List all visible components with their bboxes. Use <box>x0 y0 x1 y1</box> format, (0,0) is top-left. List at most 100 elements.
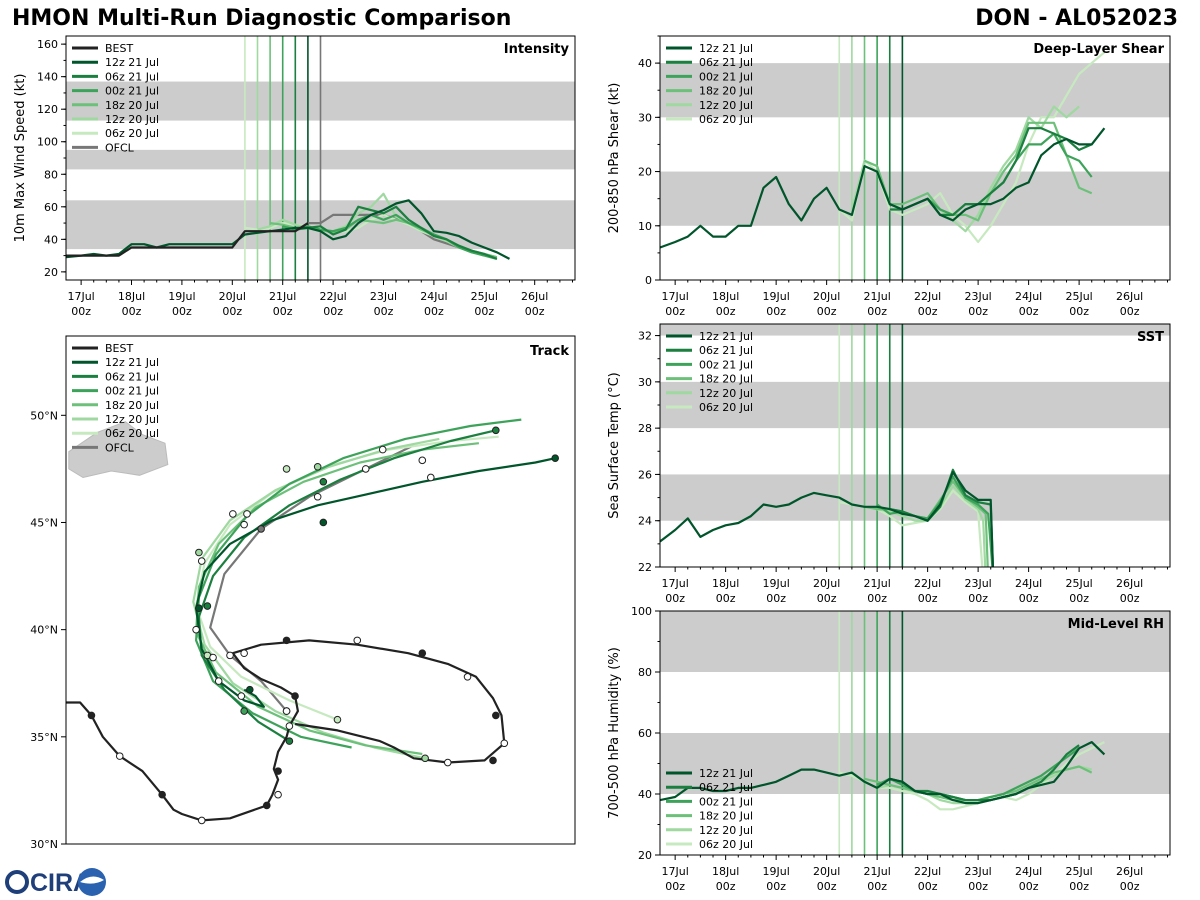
track-marker <box>418 456 427 465</box>
x-tick-label: 00z <box>817 880 837 893</box>
threshold-band <box>660 733 1170 794</box>
track-marker <box>240 649 248 658</box>
y-tick-label: 32 <box>638 330 652 343</box>
x-tick-label: 00z <box>273 305 293 318</box>
track-marker <box>240 707 248 715</box>
legend-label: 06z 20 Jul <box>105 427 159 440</box>
x-tick-label: 25Jul <box>1065 577 1092 590</box>
legend-label: 12z 20 Jul <box>105 413 159 426</box>
track-line <box>195 435 499 721</box>
track-marker <box>274 767 282 775</box>
lat-tick-label: 45°N <box>30 516 58 529</box>
track-marker <box>197 557 206 565</box>
x-tick-label: 00z <box>867 592 887 605</box>
track-group <box>66 418 560 825</box>
panel-title: Track <box>530 344 569 359</box>
legend-label: 00z 21 Jul <box>105 385 159 398</box>
panel-intensity: 20 40 60 80 100 120 140 160 17Jul 00z 18Jul 00z 19Ju… <box>13 35 576 318</box>
series-group <box>660 740 1106 811</box>
track-marker <box>492 426 500 435</box>
x-tick-label: 00z <box>374 305 394 318</box>
x-tick-label: 17Jul <box>662 577 689 590</box>
x-tick-label: 00z <box>1069 880 1089 893</box>
x-tick-label: 22Jul <box>914 865 941 878</box>
y-tick-label: 120 <box>37 103 58 116</box>
track-marker <box>361 465 370 473</box>
series-line <box>660 127 1106 249</box>
x-tick-label: 17Jul <box>67 290 94 303</box>
panel-shear: 0 10 20 30 40 17Jul 00z 18Jul 00z 19Jul 00z 20Jul 00… <box>607 35 1171 318</box>
x-tick-label: 23Jul <box>964 577 991 590</box>
x-tick-label: 00z <box>716 305 736 318</box>
legend-label: 06z 20 Jul <box>699 113 753 126</box>
x-tick-label: 25Jul <box>1065 290 1092 303</box>
noaa-bird-icon <box>80 876 104 884</box>
track-line <box>197 429 497 743</box>
y-tick-label: 100 <box>631 605 652 618</box>
legend-label: 06z 20 Jul <box>699 838 753 851</box>
x-tick-label: 00z <box>968 305 988 318</box>
x-tick-label: 17Jul <box>662 290 689 303</box>
track-marker <box>282 636 291 645</box>
x-tick-label: 00z <box>766 305 786 318</box>
series-line <box>889 744 1080 802</box>
track-line <box>195 457 556 708</box>
y-axis-label: 10m Max Wind Speed (kt) <box>13 74 28 243</box>
x-tick-label: 00z <box>867 305 887 318</box>
legend-label: 06z 21 Jul <box>699 781 753 794</box>
track-line <box>66 639 506 822</box>
track-marker <box>319 518 328 527</box>
x-tick-label: 00z <box>71 305 91 318</box>
x-tick-label: 24Jul <box>1015 290 1042 303</box>
x-tick-label: 00z <box>766 880 786 893</box>
x-tick-label: 25Jul <box>1065 865 1092 878</box>
threshold-band <box>660 63 1170 118</box>
y-tick-label: 10 <box>638 220 652 233</box>
x-tick-label: 26Jul <box>1116 577 1143 590</box>
legend-label: 06z 20 Jul <box>105 127 159 140</box>
panel-title: SST <box>1137 330 1164 345</box>
track-marker <box>282 465 291 473</box>
lat-tick-label: 30°N <box>30 838 58 851</box>
x-tick-label: 21Jul <box>863 290 890 303</box>
track-line <box>195 418 522 749</box>
legend-label: 18z 20 Jul <box>699 810 753 823</box>
series-line <box>660 471 995 567</box>
x-tick-label: 24Jul <box>1015 865 1042 878</box>
series-group <box>66 192 511 260</box>
y-tick-label: 20 <box>44 266 58 279</box>
legend-label: 12z 21 Jul <box>699 767 753 780</box>
track-marker <box>197 816 206 825</box>
x-tick-label: 00z <box>1019 880 1039 893</box>
y-tick-label: 80 <box>44 168 58 181</box>
x-tick-label: 20Jul <box>219 290 246 303</box>
series-line <box>295 205 498 260</box>
x-tick-label: 00z <box>918 592 938 605</box>
series-line <box>282 213 498 260</box>
track-marker <box>214 677 223 685</box>
y-tick-label: 20 <box>638 849 652 862</box>
legend-label: 12z 20 Jul <box>699 824 753 837</box>
track-line <box>209 444 415 712</box>
y-tick-label: 30 <box>638 111 652 124</box>
lat-tick-label: 35°N <box>30 731 58 744</box>
y-tick-label: 40 <box>638 788 652 801</box>
legend-label: 06z 21 Jul <box>699 56 753 69</box>
cira-logo: CIRA <box>4 866 108 898</box>
track-marker <box>257 525 265 533</box>
x-tick-label: 21Jul <box>863 865 890 878</box>
track-marker <box>418 649 427 658</box>
x-tick-label: 24Jul <box>420 290 447 303</box>
x-tick-label: 22Jul <box>914 290 941 303</box>
track-marker <box>489 756 497 765</box>
x-tick-label: 19Jul <box>762 865 789 878</box>
legend-label: 00z 21 Jul <box>699 795 753 808</box>
track-marker <box>203 602 212 610</box>
track-marker <box>87 711 96 720</box>
x-tick-label: 00z <box>1120 880 1140 893</box>
